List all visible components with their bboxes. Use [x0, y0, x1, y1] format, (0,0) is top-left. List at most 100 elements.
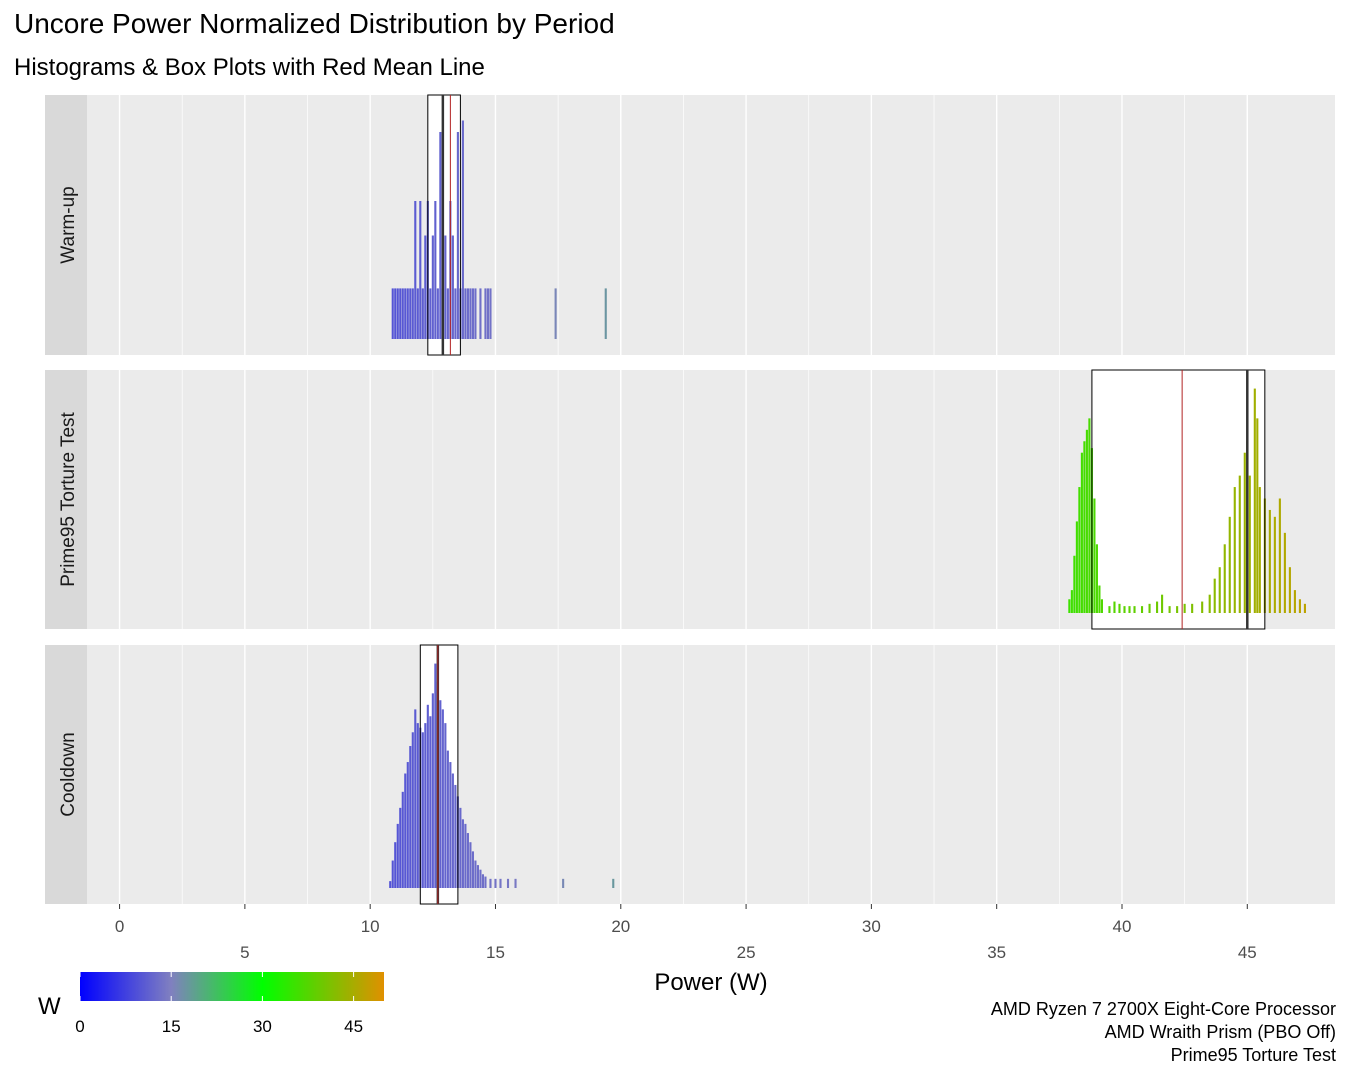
- histogram-bar: [471, 851, 474, 888]
- histogram-bar: [429, 288, 432, 339]
- histogram-bar: [469, 288, 472, 339]
- histogram-bar: [1168, 606, 1171, 613]
- box-plot: [1091, 369, 1266, 630]
- x-tick-label: 15: [486, 943, 505, 962]
- x-tick-label: 5: [240, 943, 249, 962]
- panel-label: Cooldown: [58, 732, 79, 817]
- histogram-bar: [1303, 603, 1306, 613]
- histogram-bar: [434, 663, 437, 888]
- chart-subtitle: Histograms & Box Plots with Red Mean Lin…: [14, 54, 485, 81]
- panel-strip: [45, 95, 87, 355]
- histogram-bar: [1118, 603, 1121, 613]
- histogram-bar: [604, 288, 607, 339]
- histogram-bar: [612, 878, 615, 888]
- histogram-bar: [1098, 585, 1101, 613]
- histogram-bar: [469, 842, 472, 888]
- histogram-bar: [424, 235, 427, 339]
- histogram-bar: [439, 132, 442, 339]
- histogram-bar: [1191, 603, 1194, 613]
- legend-title: W: [38, 993, 61, 1020]
- histogram-bar: [401, 288, 404, 339]
- histogram-bar: [446, 750, 449, 888]
- histogram-bar: [479, 869, 482, 888]
- histogram-bar: [1100, 599, 1103, 613]
- panel-background: [87, 95, 1335, 355]
- histogram-bar: [424, 723, 427, 888]
- box-plot: [419, 644, 459, 905]
- histogram-bar: [1233, 487, 1236, 613]
- panel-label: Warm-up: [58, 186, 79, 263]
- histogram-bar: [391, 288, 394, 339]
- x-tick-label: 45: [1238, 943, 1257, 962]
- histogram-bar: [1075, 521, 1078, 613]
- histogram-bar: [454, 784, 457, 888]
- x-tick-label: 25: [737, 943, 756, 962]
- x-tick-label: 35: [987, 943, 1006, 962]
- histogram-bar: [1278, 498, 1281, 613]
- histogram-bar: [1078, 487, 1081, 613]
- histogram-bar: [454, 288, 457, 339]
- histogram-bar: [411, 732, 414, 888]
- panel-label: Prime95 Torture Test: [58, 411, 79, 586]
- histogram-bar: [1258, 487, 1261, 613]
- histogram-bar: [1176, 606, 1179, 613]
- histogram-bar: [1093, 498, 1096, 613]
- panel-background: [87, 645, 1335, 904]
- histogram-bar: [489, 878, 492, 888]
- histogram-bar: [404, 288, 407, 339]
- histogram-bar: [404, 773, 407, 888]
- histogram-bar: [562, 878, 565, 888]
- box-plot: [427, 94, 461, 356]
- histogram-bar: [391, 860, 394, 888]
- histogram-bar: [1253, 388, 1256, 613]
- histogram-bar: [1073, 555, 1076, 613]
- histogram-bar: [1243, 452, 1246, 613]
- histogram-bar: [1248, 475, 1251, 613]
- histogram-bar: [394, 842, 397, 888]
- histogram-bar: [1133, 606, 1136, 613]
- histogram-bar: [434, 201, 437, 339]
- x-tick-label: 40: [1113, 917, 1132, 936]
- histogram-bar: [514, 878, 517, 888]
- histogram-bar: [1088, 418, 1091, 613]
- histogram-bar: [1256, 418, 1259, 613]
- caption-test: Prime95 Torture Test: [1170, 1045, 1336, 1065]
- histogram-bar: [1293, 590, 1296, 613]
- histogram-bar: [1123, 606, 1126, 613]
- histogram-bar: [464, 288, 467, 339]
- histogram-bar: [1095, 544, 1098, 613]
- x-tick-label: 20: [611, 917, 630, 936]
- histogram-bar: [416, 288, 419, 339]
- legend-tick-label: 15: [162, 1017, 181, 1036]
- histogram-bar: [1218, 567, 1221, 613]
- histogram-bar: [1083, 441, 1086, 613]
- histogram-bar: [414, 201, 417, 339]
- histogram-bar: [1288, 567, 1291, 613]
- histogram-bar: [414, 709, 417, 888]
- histogram-bar: [1238, 475, 1241, 613]
- histogram-bar: [461, 120, 464, 339]
- histogram-bar: [451, 235, 454, 339]
- histogram-bar: [1108, 606, 1111, 613]
- histogram-bar: [456, 132, 459, 339]
- histogram-bar: [431, 693, 434, 888]
- box-fill: [420, 645, 458, 904]
- histogram-bar: [1283, 532, 1286, 613]
- x-axis-label: Power (W): [654, 969, 767, 996]
- histogram-bar: [396, 823, 399, 888]
- x-tick-label: 10: [361, 917, 380, 936]
- histogram-bar: [484, 288, 487, 339]
- histogram-bar: [1273, 516, 1276, 613]
- histogram-bar: [399, 288, 402, 339]
- histogram-bar: [444, 723, 447, 888]
- histogram-bar: [416, 723, 419, 888]
- histogram-bar: [406, 288, 409, 339]
- histogram-bar: [419, 201, 422, 339]
- legend-tick-label: 45: [344, 1017, 363, 1036]
- histogram-bar: [494, 878, 497, 888]
- chart-title: Uncore Power Normalized Distribution by …: [14, 8, 615, 39]
- histogram-bar: [461, 819, 464, 888]
- histogram-bar: [471, 288, 474, 339]
- histogram-bar: [466, 833, 469, 888]
- histogram-bar: [1140, 606, 1144, 613]
